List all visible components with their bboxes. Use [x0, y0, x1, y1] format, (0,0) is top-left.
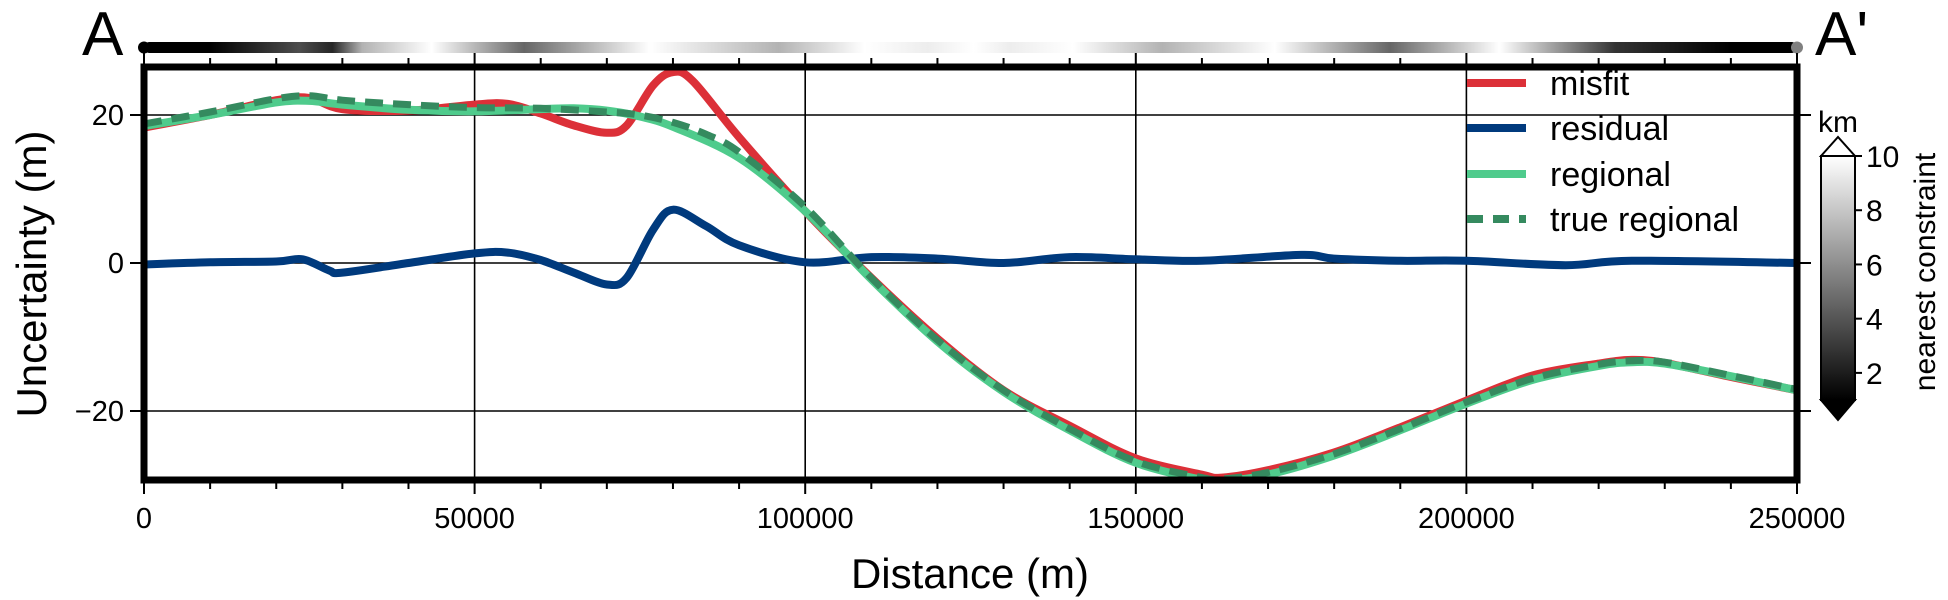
profile-start-label: A [82, 0, 124, 69]
legend-label: regional [1550, 156, 1671, 194]
colorbar-tick-label: 10 [1866, 141, 1899, 174]
legend-label: true regional [1550, 201, 1739, 239]
legend: misfit residual regional true regional [1467, 65, 1739, 239]
colorbar-tick-label: 2 [1866, 358, 1883, 391]
nearest-constraint-bar [144, 42, 1797, 53]
colorbar: km 2 4 6 8 10 nearest constraint [1818, 106, 1942, 422]
x-axis-title: Distance (m) [851, 550, 1089, 597]
x-tick-label: 50000 [434, 503, 515, 535]
y-tick-label: −20 [75, 396, 124, 428]
x-tick-label: 250000 [1749, 503, 1846, 535]
profile-start-marker [138, 41, 150, 54]
y-tick-labels: −20 0 20 [75, 100, 124, 428]
colorbar-tick-label: 4 [1866, 304, 1883, 337]
y-axis-title: Uncertainty (m) [8, 130, 55, 417]
y-tick-label: 0 [108, 248, 124, 280]
axis-ticks [130, 53, 1811, 494]
colorbar-unit: km [1818, 106, 1858, 139]
x-tick-label: 100000 [757, 503, 854, 535]
colorbar-tick-label: 6 [1866, 249, 1883, 282]
colorbar-upper-extend-triangle [1818, 135, 1858, 157]
profile-end-label: A' [1815, 0, 1868, 69]
colorbar-ticks: 2 4 6 8 10 [1855, 141, 1899, 391]
y-tick-label: 20 [92, 100, 124, 132]
series-true-regional [144, 92, 1797, 480]
x-tick-labels: 0 50000 100000 150000 200000 250000 [136, 503, 1845, 535]
nearest-constraint-strip [138, 41, 1803, 54]
colorbar-tick-label: 8 [1866, 195, 1883, 228]
colorbar-gradient [1820, 155, 1856, 401]
colorbar-lower-extend-triangle [1818, 399, 1858, 422]
colorbar-title: nearest constraint [1909, 152, 1942, 391]
data-series [144, 67, 1797, 480]
profile-end-marker [1791, 41, 1803, 54]
x-tick-label: 200000 [1418, 503, 1515, 535]
legend-label: misfit [1550, 65, 1630, 103]
series-residual [144, 205, 1797, 290]
legend-label: residual [1550, 110, 1669, 148]
plot-frame [140, 63, 1801, 484]
x-tick-label: 150000 [1087, 503, 1184, 535]
x-tick-label: 0 [136, 503, 152, 535]
